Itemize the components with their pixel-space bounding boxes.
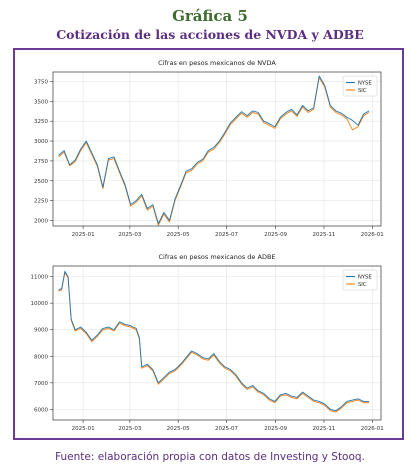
y-tick-label: 3000 [34,139,48,145]
chart-title: Cifras en pesos mexicanos de NVDA [158,59,276,67]
legend-label: SIC [358,88,367,94]
figure-subtitle: Cotización de las acciones de NVDA y ADB… [56,27,364,42]
legend-box [342,269,378,291]
y-tick-label: 11000 [31,275,49,281]
series-line-nyse [58,270,370,412]
legend-box [342,75,378,97]
x-tick-label: 2025-03 [118,232,141,238]
y-tick-label: 2250 [34,199,48,205]
y-tick-label: 9000 [34,328,48,334]
legend-label: NYSE [358,275,372,281]
legend-label: SIC [358,282,367,288]
x-tick-label: 2025-07 [215,426,238,432]
plot-area-border [52,265,382,421]
x-tick-label: 2025-01 [72,232,95,238]
x-tick-label: 2025-07 [215,232,238,238]
y-tick-label: 2000 [34,218,48,224]
x-tick-label: 2026-01 [361,426,384,432]
figure-title: Gráfica 5 [172,7,248,25]
nvda-chart: Cifras en pesos mexicanos de NVDA 2000 225… [34,59,384,238]
source-note: Fuente: elaboración propia con datos de … [55,451,365,463]
series-line-nyse [58,75,370,225]
x-tick-label: 2025-05 [167,232,190,238]
figure-frame: Cifras en pesos mexicanos de NVDA 2000 225… [13,48,404,440]
x-tick-label: 2025-11 [312,232,335,238]
y-tick-label: 2750 [34,159,48,165]
x-tick-label: 2025-09 [264,232,287,238]
y-tick-label: 10000 [31,301,49,307]
y-tick-label: 3250 [34,119,48,125]
series-line-sic [58,272,370,413]
y-tick-label: 6000 [34,407,48,413]
x-tick-label: 2025-11 [312,426,335,432]
y-tick-label: 3750 [34,80,48,86]
y-tick-label: 8000 [34,354,48,360]
y-tick-label: 2500 [34,179,48,185]
x-tick-label: 2025-09 [264,426,287,432]
series-line-sic [58,77,370,226]
plot-area-border [52,71,382,227]
x-tick-label: 2026-01 [361,232,384,238]
x-tick-label: 2025-01 [72,426,95,432]
x-tick-label: 2025-03 [118,426,141,432]
y-tick-label: 3500 [34,99,48,105]
chart-title: Cifras en pesos mexicanos de ADBE [158,253,275,261]
y-tick-label: 7000 [34,381,48,387]
adbe-chart: Cifras en pesos mexicanos de ADBE 6000 700… [31,253,384,432]
x-tick-label: 2025-05 [167,426,190,432]
legend-label: NYSE [358,81,372,87]
